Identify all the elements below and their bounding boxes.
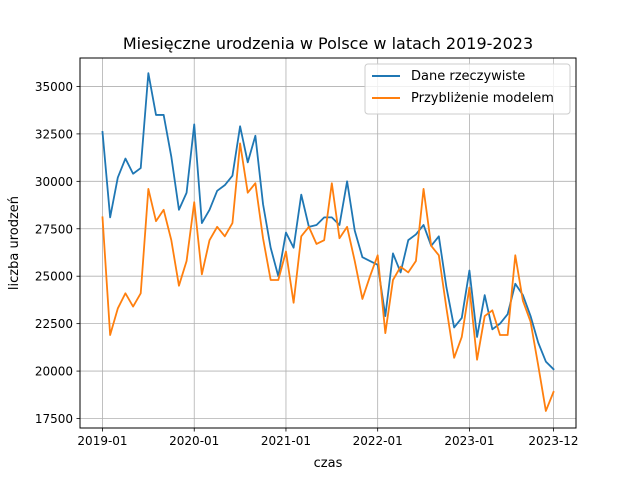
x-tick-label: 2020-01 bbox=[169, 434, 219, 448]
x-tick-label: 2023-01 bbox=[444, 434, 494, 448]
y-tick-label: 22500 bbox=[35, 317, 73, 331]
y-tick-label: 32500 bbox=[35, 127, 73, 141]
y-tick-label: 35000 bbox=[35, 80, 73, 94]
y-axis-label: liczba urodzeń bbox=[7, 196, 22, 290]
y-tick-label: 30000 bbox=[35, 175, 73, 189]
y-tick-label: 17500 bbox=[35, 412, 73, 426]
y-tick-label: 25000 bbox=[35, 270, 73, 284]
legend-label-actual: Dane rzeczywiste bbox=[411, 69, 525, 84]
legend-label-model: Przybliżenie modelem bbox=[411, 91, 554, 106]
y-tick-label: 20000 bbox=[35, 365, 73, 379]
x-tick-label: 2019-01 bbox=[77, 434, 127, 448]
legend: Dane rzeczywiste Przybliżenie modelem bbox=[365, 64, 570, 114]
x-tick-label: 2023-12 bbox=[528, 434, 578, 448]
chart-title: Miesięczne urodzenia w Polsce w latach 2… bbox=[123, 34, 533, 53]
y-tick-label: 27500 bbox=[35, 222, 73, 236]
x-axis-label: czas bbox=[314, 456, 343, 471]
x-tick-label: 2022-01 bbox=[353, 434, 403, 448]
x-tick-label: 2021-01 bbox=[261, 434, 311, 448]
